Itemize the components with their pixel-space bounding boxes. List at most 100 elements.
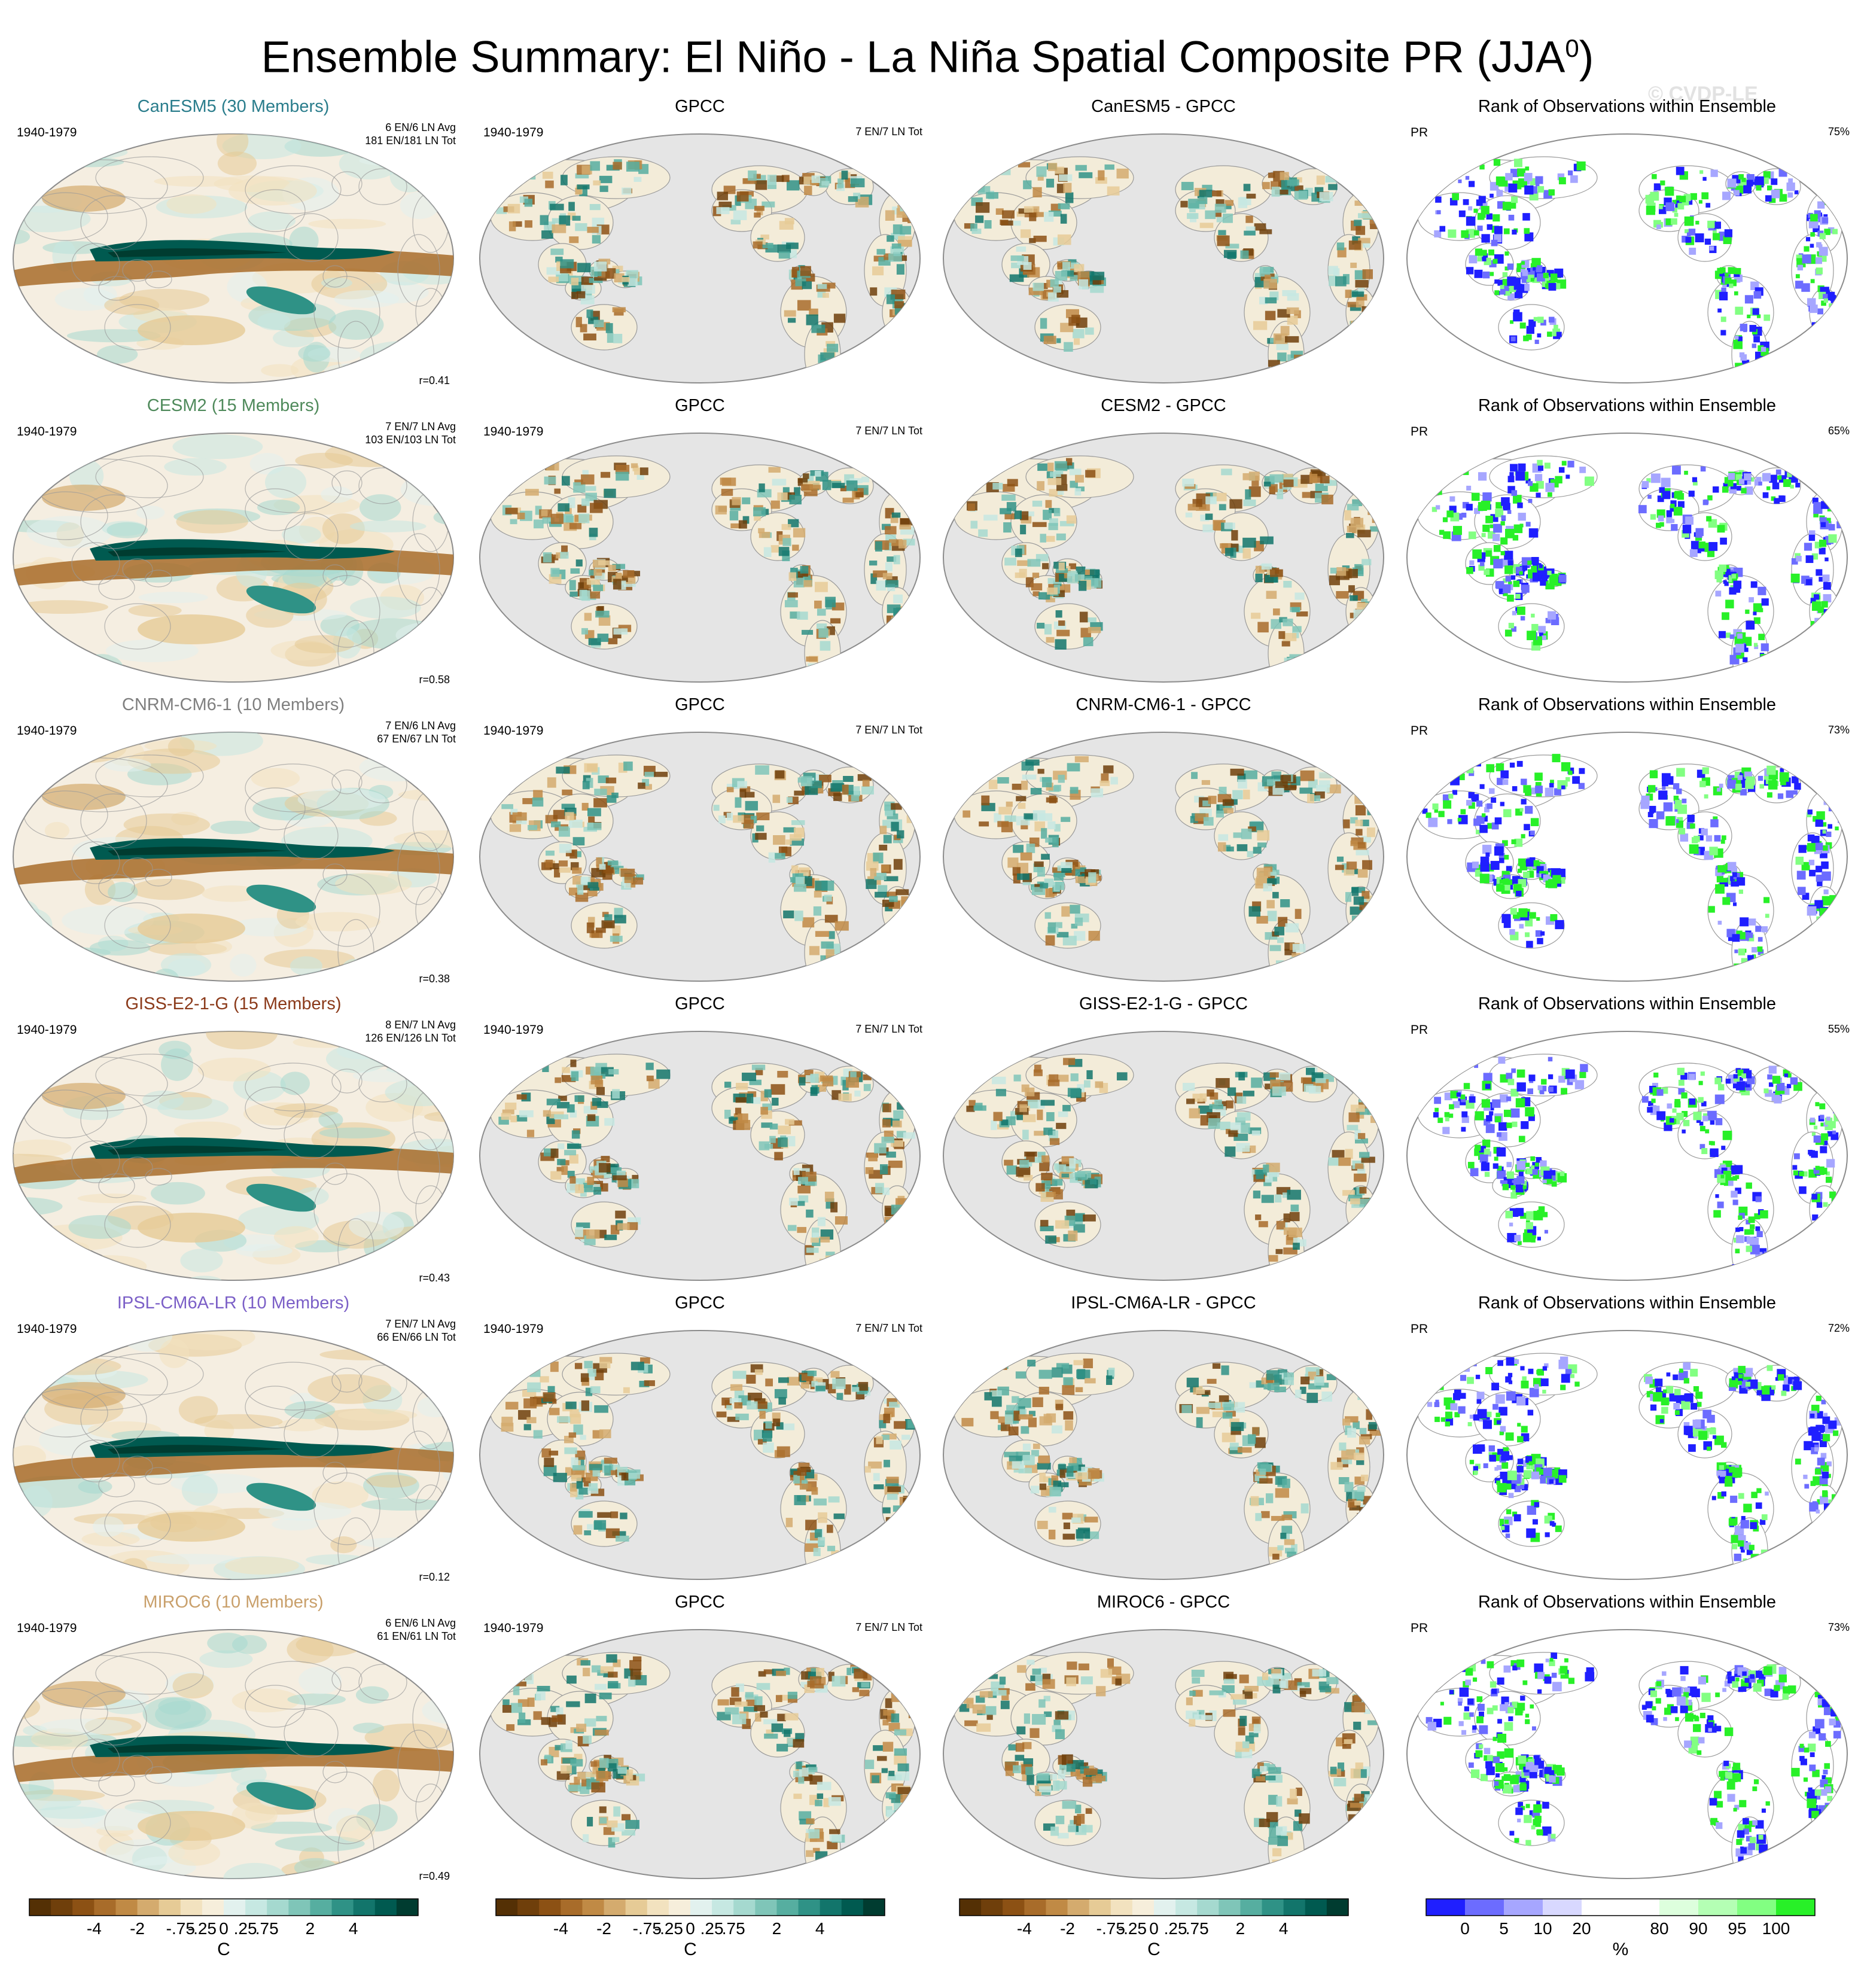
colorbar-tick-label: 95 xyxy=(1728,1919,1747,1938)
rank-variable: PR xyxy=(1411,1322,1428,1336)
gpcc-title: GPCC xyxy=(675,695,725,714)
colorbar-swatch xyxy=(94,1899,116,1916)
figure-title: Ensemble Summary: El Niño - La Niña Spat… xyxy=(261,32,1594,82)
model-map xyxy=(13,133,454,383)
model-title: IPSL-CM6A-LR (10 Members) xyxy=(117,1293,350,1313)
model-stats-avg: 6 EN/6 LN Avg xyxy=(385,121,456,133)
colorbar-swatch xyxy=(1659,1899,1699,1916)
gpcc-title: GPCC xyxy=(675,97,725,116)
model-title: GISS-E2-1-G (15 Members) xyxy=(125,994,342,1013)
colorbar-swatch xyxy=(267,1899,289,1916)
model-stats-avg: 8 EN/7 LN Avg xyxy=(385,1019,456,1031)
colorbar-tick-label: 0 xyxy=(686,1919,695,1938)
gpcc-panel: GPCC 1940-1979 7 EN/7 LN Tot xyxy=(473,96,927,395)
rank-map xyxy=(1406,732,1848,982)
colorbar-swatch xyxy=(798,1899,821,1916)
colorbar-swatch xyxy=(1698,1899,1738,1916)
difference-panel: CanESM5 - GPCC xyxy=(936,96,1391,395)
colorbar-swatch xyxy=(1089,1899,1111,1916)
difference-title: CanESM5 - GPCC xyxy=(1091,97,1236,116)
difference-title: CESM2 - GPCC xyxy=(1101,396,1226,415)
difference-panel: CESM2 - GPCC xyxy=(936,395,1391,694)
rank-variable: PR xyxy=(1411,126,1428,139)
colorbar-swatch xyxy=(841,1899,864,1916)
colorbar-swatch xyxy=(1305,1899,1327,1916)
rank-percent: 73% xyxy=(1827,1621,1850,1633)
colorbar-tick-label: 4 xyxy=(1278,1919,1289,1938)
gpcc-panel: GPCC 1940-1979 7 EN/7 LN Tot xyxy=(473,694,927,993)
colorbar-swatch xyxy=(310,1899,333,1916)
colorbar-tick-label: -4 xyxy=(86,1919,102,1938)
gpcc-years: 1940-1979 xyxy=(483,1023,544,1037)
gpcc-years: 1940-1979 xyxy=(483,1322,544,1336)
model-years: 1940-1979 xyxy=(17,425,77,439)
model-map xyxy=(13,433,454,683)
colorbar-swatch xyxy=(180,1899,203,1916)
colorbar-tick-label: 2 xyxy=(1235,1919,1245,1938)
model-panel: GISS-E2-1-G (15 Members) 1940-1979 8 EN/7 … xyxy=(6,993,461,1292)
colorbar-swatch xyxy=(1262,1899,1284,1916)
colorbar-tick-label: 5 xyxy=(1499,1919,1509,1938)
colorbar-swatch xyxy=(159,1899,181,1916)
model-stats-avg: 7 EN/6 LN Avg xyxy=(385,720,456,732)
colorbar-swatch xyxy=(1046,1899,1068,1916)
colorbar-swatch xyxy=(1003,1899,1025,1916)
colorbar-swatch xyxy=(1067,1899,1090,1916)
rank-title: Rank of Observations within Ensemble xyxy=(1478,695,1777,714)
colorbar-tick-label: .25 xyxy=(233,1919,257,1938)
difference-title: MIROC6 - GPCC xyxy=(1096,1593,1230,1612)
model-map xyxy=(13,1330,454,1580)
brbg-colorbar-2: -4 -2 -.75 -.25 0 .25.75 2 4 C xyxy=(494,1896,888,1968)
model-title: CNRM-CM6-1 (10 Members) xyxy=(121,695,345,714)
rank-panel: Rank of Observations within Ensemble PR 65… xyxy=(1400,395,1854,694)
brbg-colorbar-1: -4 -2 -.75 -.25 0.25.75 2 4 C xyxy=(27,1896,422,1968)
pattern-correlation: r=0.58 xyxy=(419,674,450,686)
colorbar-tick-label: 80 xyxy=(1650,1919,1669,1938)
difference-title: GISS-E2-1-G - GPCC xyxy=(1079,994,1248,1013)
pattern-correlation: r=0.49 xyxy=(419,1870,450,1882)
gpcc-map xyxy=(479,1330,921,1580)
rank-title: Rank of Observations within Ensemble xyxy=(1478,1593,1777,1612)
gpcc-title: GPCC xyxy=(675,396,725,415)
difference-panel: CNRM-CM6-1 - GPCC xyxy=(936,694,1391,993)
model-stats-total: 181 EN/181 LN Tot xyxy=(365,135,456,147)
colorbar-swatch xyxy=(582,1899,605,1916)
rank-map xyxy=(1406,433,1848,683)
brbg-colorbar-1-swatches xyxy=(29,1898,419,1916)
model-stats-avg: 7 EN/7 LN Avg xyxy=(385,421,456,433)
difference-panel: MIROC6 - GPCC xyxy=(936,1591,1391,1890)
gpcc-years: 1940-1979 xyxy=(483,126,544,139)
colorbar-swatch xyxy=(1582,1899,1621,1916)
rank-colorbar-swatches xyxy=(1425,1898,1816,1916)
gpcc-panel: GPCC 1940-1979 7 EN/7 LN Tot xyxy=(473,1292,927,1591)
gpcc-map xyxy=(479,732,921,982)
model-map xyxy=(13,732,454,982)
model-years: 1940-1979 xyxy=(17,126,77,139)
colorbar-swatch xyxy=(1543,1899,1582,1916)
model-stats: 6 EN/6 LN Avg 61 EN/61 LN Tot xyxy=(377,1616,456,1643)
difference-map xyxy=(943,433,1384,683)
colorbar-tick-label: -4 xyxy=(1016,1919,1032,1938)
gpcc-stats: 7 EN/7 LN Tot xyxy=(855,724,922,736)
colorbar-swatch xyxy=(539,1899,561,1916)
difference-title: CNRM-CM6-1 - GPCC xyxy=(1076,695,1251,714)
colorbar-tick-label: .75 xyxy=(721,1919,745,1938)
model-years: 1940-1979 xyxy=(17,724,77,738)
difference-map xyxy=(943,1629,1384,1879)
colorbar-swatch xyxy=(1326,1899,1349,1916)
rank-percent: 65% xyxy=(1827,425,1850,437)
rank-map xyxy=(1406,133,1848,383)
colorbar-swatch xyxy=(668,1899,691,1916)
pattern-correlation: r=0.12 xyxy=(419,1571,450,1583)
gpcc-stats: 7 EN/7 LN Tot xyxy=(855,1322,922,1334)
rank-percent: 73% xyxy=(1827,724,1850,736)
pattern-correlation: r=0.43 xyxy=(419,1272,450,1284)
rank-title: Rank of Observations within Ensemble xyxy=(1478,97,1777,116)
colorbar-tick-label: 0 xyxy=(1460,1919,1470,1938)
model-stats-total: 126 EN/126 LN Tot xyxy=(365,1032,456,1044)
difference-title: IPSL-CM6A-LR - GPCC xyxy=(1071,1293,1256,1313)
colorbar-tick-label: -2 xyxy=(130,1919,145,1938)
rank-map xyxy=(1406,1330,1848,1580)
rank-percent: 75% xyxy=(1827,126,1850,138)
difference-map xyxy=(943,1330,1384,1580)
